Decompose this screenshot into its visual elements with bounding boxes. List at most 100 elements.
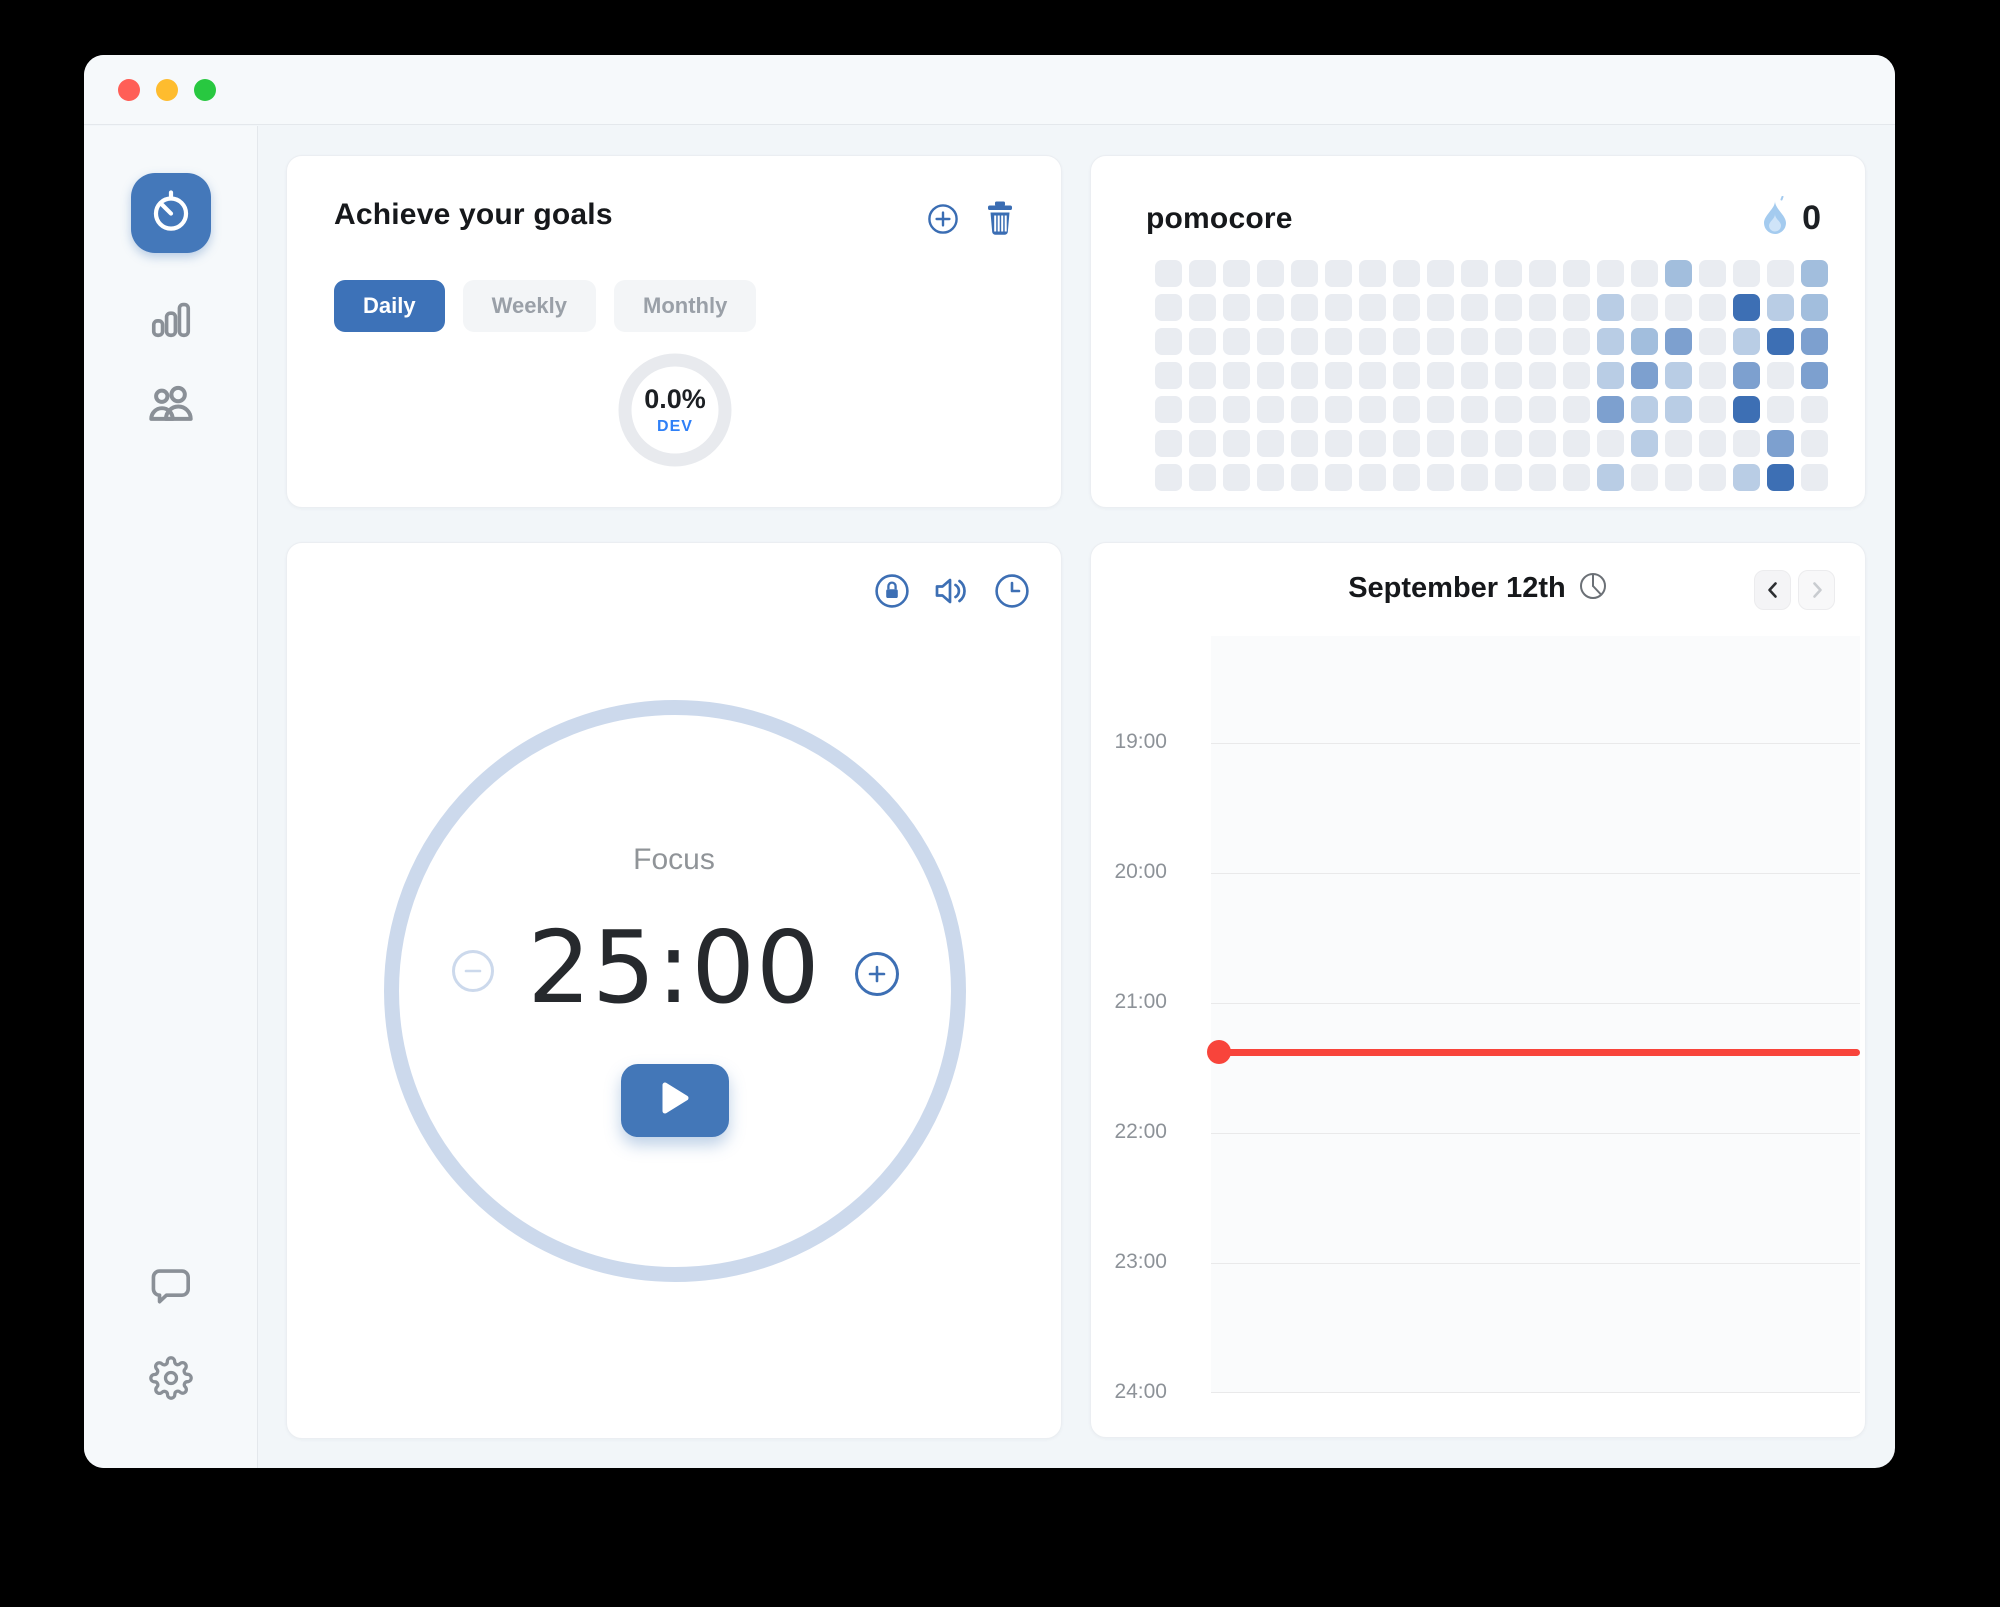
heatmap-cell <box>1563 464 1590 491</box>
delete-goal-button[interactable] <box>983 200 1017 242</box>
lock-icon[interactable] <box>874 573 910 614</box>
previous-day-button[interactable] <box>1754 570 1791 610</box>
heatmap-cell <box>1699 362 1726 389</box>
heatmap-cell <box>1733 294 1760 321</box>
heatmap-cell <box>1461 396 1488 423</box>
add-goal-button[interactable] <box>927 203 959 240</box>
heatmap-cell <box>1801 362 1828 389</box>
goals-period-tabs: Daily Weekly Monthly <box>334 280 1017 332</box>
sidebar-item-statistics[interactable] <box>146 295 196 346</box>
heatmap-cell <box>1325 464 1352 491</box>
start-timer-button[interactable] <box>621 1064 729 1137</box>
heatmap-cell <box>1257 464 1284 491</box>
streak-card-title: pomocore <box>1146 201 1293 235</box>
window-titlebar <box>84 55 1895 125</box>
heatmap-cell <box>1767 260 1794 287</box>
heatmap-cell <box>1359 430 1386 457</box>
heatmap-cell <box>1427 396 1454 423</box>
heatmap-cell <box>1257 294 1284 321</box>
heatmap-cell <box>1665 430 1692 457</box>
tab-daily[interactable]: Daily <box>334 280 445 332</box>
heatmap-cell <box>1529 362 1556 389</box>
schedule-date-title: September 12th <box>1348 572 1566 604</box>
heatmap-cell <box>1223 328 1250 355</box>
heatmap-cell <box>1665 328 1692 355</box>
heatmap-cell <box>1597 260 1624 287</box>
heatmap-cell <box>1563 328 1590 355</box>
hour-gridline <box>1211 743 1860 744</box>
heatmap-cell <box>1223 396 1250 423</box>
heatmap-cell <box>1325 294 1352 321</box>
heatmap-cell <box>1529 430 1556 457</box>
streak-count: 0 <box>1802 199 1821 237</box>
heatmap-cell <box>1801 328 1828 355</box>
heatmap-cell <box>1359 294 1386 321</box>
heatmap-cell <box>1427 294 1454 321</box>
heatmap-cell <box>1291 464 1318 491</box>
heatmap-cell <box>1359 396 1386 423</box>
next-day-button[interactable] <box>1798 570 1835 610</box>
heatmap-cell <box>1393 430 1420 457</box>
heatmap-cell <box>1393 396 1420 423</box>
heatmap-cell <box>1155 260 1182 287</box>
current-time-dot <box>1207 1040 1231 1064</box>
hour-gridline <box>1211 1133 1860 1134</box>
minimize-window-button[interactable] <box>156 78 178 101</box>
heatmap-cell <box>1563 396 1590 423</box>
heatmap-cell <box>1699 260 1726 287</box>
time-tick-label: 20:00 <box>1114 860 1167 883</box>
heatmap-cell <box>1597 328 1624 355</box>
heatmap-cell <box>1325 362 1352 389</box>
heatmap-cell <box>1257 362 1284 389</box>
heatmap-cell <box>1393 328 1420 355</box>
sidebar-item-friends[interactable] <box>145 382 197 431</box>
heatmap-cell <box>1291 430 1318 457</box>
heatmap-cell <box>1665 294 1692 321</box>
heatmap-cell <box>1393 260 1420 287</box>
history-clock-icon[interactable] <box>994 573 1030 614</box>
gear-icon <box>148 1356 193 1405</box>
heatmap-cell <box>1427 430 1454 457</box>
heatmap-cell <box>1155 464 1182 491</box>
sound-icon[interactable] <box>932 573 972 614</box>
heatmap-cell <box>1189 328 1216 355</box>
heatmap-cell <box>1223 294 1250 321</box>
time-tick-label: 19:00 <box>1114 730 1167 753</box>
heatmap-cell <box>1189 362 1216 389</box>
tab-weekly[interactable]: Weekly <box>462 280 597 332</box>
zoom-window-button[interactable] <box>194 78 216 101</box>
heatmap-cell <box>1495 260 1522 287</box>
goal-progress-percent: 0.0% <box>644 384 706 414</box>
sidebar-item-feedback[interactable] <box>148 1265 194 1312</box>
heatmap-cell <box>1801 430 1828 457</box>
hour-gridline <box>1211 1003 1860 1004</box>
heatmap-cell <box>1393 362 1420 389</box>
heatmap-cell <box>1631 464 1658 491</box>
heatmap-cell <box>1155 294 1182 321</box>
heatmap-cell <box>1461 260 1488 287</box>
close-window-button[interactable] <box>118 78 140 101</box>
heatmap-cell <box>1767 430 1794 457</box>
tab-monthly[interactable]: Monthly <box>614 280 757 332</box>
sidebar-item-settings[interactable] <box>148 1356 193 1405</box>
heatmap-cell <box>1631 430 1658 457</box>
bar-chart-icon <box>146 295 196 346</box>
heatmap-cell <box>1597 294 1624 321</box>
increase-time-button[interactable] <box>855 952 899 996</box>
heatmap-cell <box>1767 396 1794 423</box>
heatmap-cell <box>1631 362 1658 389</box>
hour-gridline <box>1211 1263 1860 1264</box>
pie-chart-icon <box>1578 571 1608 606</box>
heatmap-cell <box>1801 464 1828 491</box>
heatmap-cell <box>1189 260 1216 287</box>
timer-time-display: 25:00 <box>527 909 821 1026</box>
heatmap-cell <box>1325 396 1352 423</box>
heatmap-cell <box>1461 430 1488 457</box>
activity-heatmap <box>1155 260 1828 491</box>
heatmap-cell <box>1257 396 1284 423</box>
decrease-time-button[interactable] <box>452 950 494 992</box>
heatmap-cell <box>1495 328 1522 355</box>
heatmap-cell <box>1359 464 1386 491</box>
goal-progress-label: DEV <box>657 418 693 435</box>
sidebar-item-timer[interactable] <box>130 173 211 253</box>
